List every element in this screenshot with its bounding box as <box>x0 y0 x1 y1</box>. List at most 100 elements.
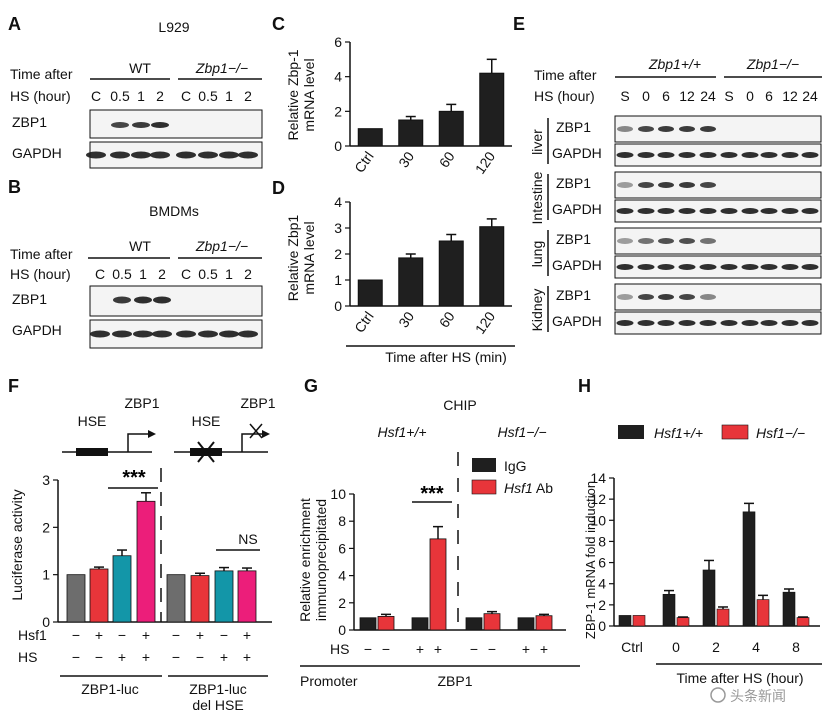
bar-3 <box>479 72 505 147</box>
gapdh-band <box>176 151 196 159</box>
bar-IgG-1 <box>411 617 429 631</box>
promoter-value: ZBP1 <box>437 673 472 689</box>
hs-sign-5: − <box>196 649 204 665</box>
tissue-label-1: Intestine <box>529 171 545 224</box>
x-tick-label-3: 4 <box>752 639 760 655</box>
watermark-text: 头条新闻 <box>730 688 786 704</box>
panel-f-condition-signs: − + − + − + − +− − + + − − + + <box>72 627 251 665</box>
gapdh-band <box>801 152 819 158</box>
gapdh-band <box>760 320 778 326</box>
bar-series0-3 <box>742 511 756 627</box>
panel-b-row-label-2: HS (hour) <box>10 266 71 282</box>
hs-sign-3: + <box>434 641 442 657</box>
gapdh-band <box>678 152 696 158</box>
panel-a-cell-line: L929 <box>158 19 189 35</box>
gapdh-band <box>720 152 738 158</box>
blocked-cross-icon <box>249 423 263 439</box>
panel-e-blot-label-zbp1-3: ZBP1 <box>556 287 591 303</box>
bar-1 <box>398 119 424 147</box>
sig-label-2: NS <box>238 531 257 547</box>
panel-b-lane-5: 0.5 <box>198 266 218 282</box>
y-tick-label: 4 <box>334 194 342 210</box>
panel-a-group-ko: Zbp1−/− <box>195 60 248 76</box>
gapdh-band <box>678 320 696 326</box>
y-tick-label: 8 <box>598 533 606 549</box>
zbp1-band <box>134 296 152 304</box>
panel-a-row-label-2: HS (hour) <box>10 88 71 104</box>
panel-e-gapdh-blot-3 <box>614 311 822 335</box>
hsf1-row-label: Hsf1 <box>18 627 47 643</box>
panel-g-hs-signs: − − + + − − + + <box>364 641 548 657</box>
gapdh-band <box>637 208 655 214</box>
panel-a-lane-labels: C 0.5 1 2 C 0.5 1 2 <box>91 88 252 104</box>
panel-a-blot-2-label: GAPDH <box>12 145 62 161</box>
bar-IgG-0 <box>359 617 377 631</box>
panel-c-letter: C <box>272 14 285 34</box>
gapdh-band <box>699 320 717 326</box>
bar-series1-0 <box>632 615 646 627</box>
bar-3 <box>136 500 156 623</box>
panel-g: G CHIP Hsf1+/+ Hsf1−/− Relative enrichme… <box>297 376 580 689</box>
panel-h-xlabel: Time after HS (hour) <box>676 670 803 686</box>
zbp1-band <box>617 126 633 132</box>
y-tick-label: 6 <box>338 540 346 556</box>
panel-c-chart: 0 2 4 6 Ctrl 30 60 120 <box>334 34 512 177</box>
gapdh-band <box>760 208 778 214</box>
gapdh-band <box>198 330 218 338</box>
watermark-logo-icon <box>710 687 726 703</box>
construct-2-gene-label: ZBP1 <box>240 395 275 411</box>
construct-1-hse-label: HSE <box>78 413 107 429</box>
group-zbp1-luc-label: ZBP1-luc <box>81 681 139 697</box>
panel-e: E Time after HS (hour) Zbp1+/+ Zbp1−/− S… <box>513 14 822 335</box>
bar-0 <box>357 128 383 147</box>
panel-a-row-label-1: Time after <box>10 66 73 82</box>
hs-row-label: HS <box>18 649 37 665</box>
gapdh-band <box>657 208 675 214</box>
panel-g-ylabel-2: immunoprecipitated <box>313 499 329 621</box>
tss-arrow-icon <box>127 433 148 452</box>
panel-f-chart: 0 1 2 3 *** NS <box>42 467 272 630</box>
bar-6 <box>214 570 234 623</box>
hsf1-sign-7: + <box>243 627 251 643</box>
bar-series0-2 <box>702 569 716 627</box>
bar-2 <box>112 555 132 623</box>
gapdh-band <box>238 151 258 159</box>
y-tick-label: 4 <box>598 576 606 592</box>
gapdh-band <box>198 151 218 159</box>
zbp1-band <box>658 294 674 300</box>
panel-d-xlabel: Time after HS (min) <box>385 349 507 365</box>
panel-e-lane-0: S <box>620 88 629 104</box>
bar-Hsf1 Ab-3 <box>535 615 553 631</box>
panel-e-blot-label-zbp1-2: ZBP1 <box>556 231 591 247</box>
panel-g-chart: 0 2 4 6 8 10 IgG Hsf1 Ab *** <box>330 452 566 638</box>
gapdh-band <box>699 208 717 214</box>
sig-label-1: *** <box>122 467 146 489</box>
gapdh-band <box>616 320 634 326</box>
gapdh-band <box>699 152 717 158</box>
bar-5 <box>190 575 210 623</box>
y-tick-label: 12 <box>590 491 606 507</box>
legend-label-igg: IgG <box>504 458 527 474</box>
hs-sign-4: − <box>470 641 478 657</box>
gapdh-band <box>741 208 759 214</box>
gapdh-band <box>90 330 110 338</box>
zbp1-band <box>617 238 633 244</box>
gapdh-band <box>801 264 819 270</box>
hsf1-sign-6: − <box>220 627 228 643</box>
gapdh-band <box>801 320 819 326</box>
gapdh-band <box>657 152 675 158</box>
hs-sign-0: − <box>364 641 372 657</box>
zbp1-band <box>700 126 716 132</box>
panel-d-ylabel-1: Relative Zbp1 <box>285 215 301 302</box>
gapdh-band <box>637 320 655 326</box>
panel-e-lane-8: 12 <box>782 88 798 104</box>
gapdh-band <box>112 330 132 338</box>
panel-c-ylabel-2: mRNA level <box>301 58 317 131</box>
x-tick-label-3: 120 <box>472 148 499 176</box>
tss-arrow-icon-2 <box>241 433 262 452</box>
gapdh-band <box>781 208 799 214</box>
x-tick-label-0: Ctrl <box>621 639 643 655</box>
hsf1-sign-0: − <box>72 627 80 643</box>
panel-b-lane-7: 2 <box>244 266 252 282</box>
